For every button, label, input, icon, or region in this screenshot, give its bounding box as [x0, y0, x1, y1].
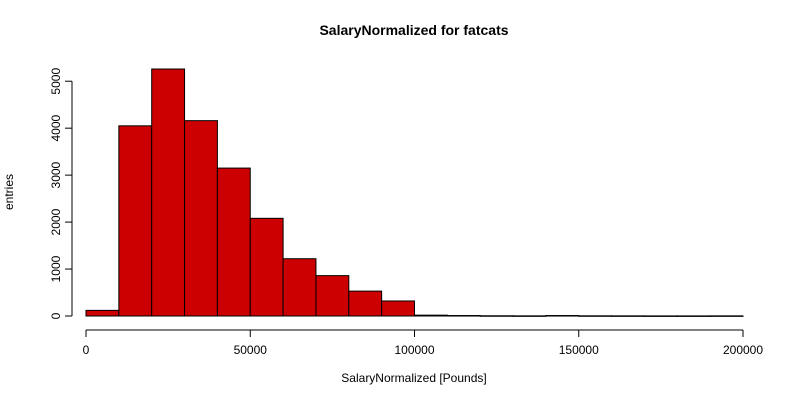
histogram-bar: [545, 315, 580, 317]
histogram-bar: [414, 314, 448, 317]
x-tick-label: 50000: [234, 343, 268, 357]
histogram-bar: [381, 300, 415, 317]
y-tick-label: 4000: [49, 114, 63, 141]
x-axis: 0 50000 100000 150000 200000: [83, 329, 763, 357]
histogram-bar: [578, 315, 613, 317]
histogram-bar: [446, 315, 481, 317]
histogram-bar: [479, 315, 514, 317]
chart-title: SalaryNormalized for fatcats: [319, 22, 508, 38]
y-axis-label: entries: [2, 174, 16, 210]
histogram-bar: [643, 315, 678, 317]
histogram-bar: [118, 125, 153, 317]
x-tick-label: 200000: [723, 343, 763, 357]
x-tick-label: 0: [83, 343, 90, 357]
y-axis: 0 1000 2000 3000 4000 5000: [49, 68, 73, 319]
histogram-bar: [249, 217, 284, 317]
histogram-bar: [348, 290, 383, 317]
y-tick-label: 5000: [49, 68, 63, 95]
y-tick-label: 1000: [49, 255, 63, 282]
histogram-bar: [315, 275, 350, 317]
x-tick-label: 150000: [559, 343, 599, 357]
histogram-bar: [282, 258, 317, 317]
y-tick-label: 0: [49, 312, 63, 319]
x-axis-label: SalaryNormalized [Pounds]: [341, 371, 486, 385]
histogram-bar: [512, 315, 547, 317]
histogram-bar: [611, 315, 645, 317]
histogram-bar: [151, 68, 186, 317]
histogram-bar: [216, 167, 251, 317]
y-tick-label: 2000: [49, 208, 63, 235]
histogram-bar: [184, 120, 218, 317]
y-tick-label: 3000: [49, 161, 63, 188]
x-tick-label: 100000: [394, 343, 434, 357]
histogram-bar: [676, 315, 711, 317]
bars-group: [85, 68, 744, 317]
histogram-bar: [709, 315, 744, 317]
histogram-bar: [85, 309, 120, 317]
